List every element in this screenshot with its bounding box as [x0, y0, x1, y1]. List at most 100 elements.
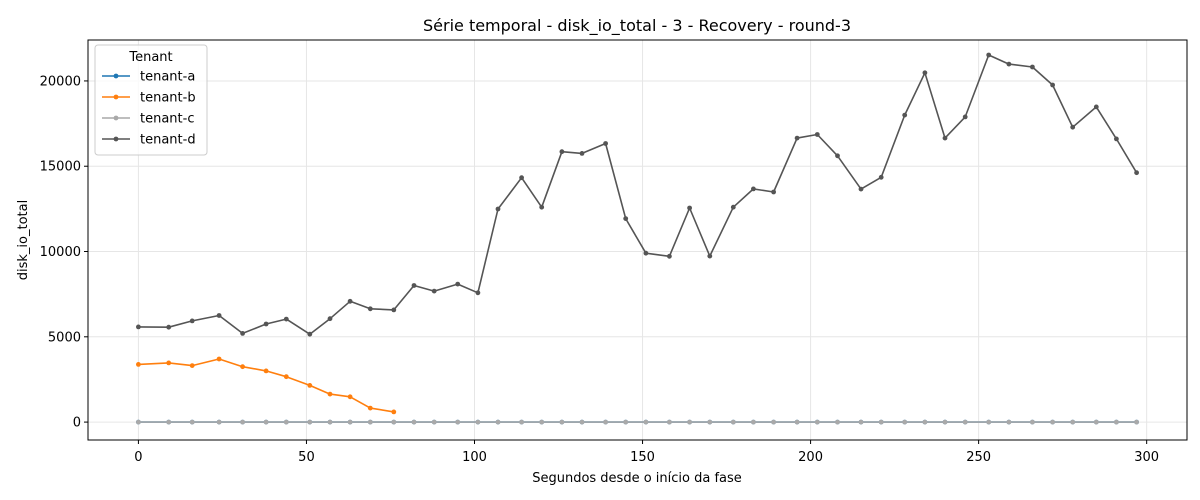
data-point-tenant-d: [327, 316, 333, 322]
data-point-tenant-d: [240, 331, 246, 336]
data-point-tenant-c: [835, 419, 840, 425]
data-point-tenant-d: [1093, 104, 1099, 110]
data-point-tenant-d: [559, 149, 565, 155]
data-point-tenant-d: [263, 321, 269, 327]
data-point-tenant-c: [1114, 419, 1119, 425]
data-point-tenant-d: [814, 132, 820, 137]
data-point-tenant-d: [1050, 82, 1055, 88]
data-point-tenant-d: [307, 331, 313, 337]
data-point-tenant-c: [539, 419, 545, 425]
series-group: [136, 52, 1139, 425]
data-point-tenant-c: [240, 419, 246, 425]
data-point-tenant-d: [986, 52, 992, 58]
legend-label: tenant-d: [140, 133, 196, 148]
data-point-tenant-d: [902, 112, 908, 118]
data-point-tenant-c: [136, 419, 141, 425]
data-point-tenant-c: [751, 419, 756, 425]
data-point-tenant-d: [687, 205, 692, 211]
data-point-tenant-c: [327, 419, 333, 425]
data-point-tenant-c: [1006, 419, 1012, 425]
legend-label: tenant-c: [140, 112, 194, 127]
data-point-tenant-c: [431, 419, 437, 425]
data-point-tenant-b: [327, 391, 333, 397]
data-point-tenant-d: [922, 70, 928, 76]
x-tick-label: 50: [298, 450, 315, 465]
data-point-tenant-c: [1050, 419, 1055, 425]
data-point-tenant-d: [962, 114, 968, 120]
data-point-tenant-d: [475, 290, 481, 296]
data-point-tenant-c: [307, 419, 313, 425]
data-point-tenant-c: [263, 419, 269, 425]
x-tick-label: 0: [134, 450, 142, 465]
data-point-tenant-c: [1093, 419, 1099, 425]
data-point-tenant-b: [166, 360, 172, 366]
data-point-tenant-d: [730, 204, 736, 210]
data-point-tenant-c: [1030, 419, 1035, 425]
data-point-tenant-b: [136, 362, 141, 367]
chart-title: Série temporal - disk_io_total - 3 - Rec…: [423, 16, 851, 36]
data-point-tenant-c: [391, 419, 397, 425]
legend-marker: [113, 73, 119, 79]
legend-title: Tenant: [128, 50, 172, 65]
data-point-tenant-c: [814, 419, 820, 425]
series-tenant-b: [136, 356, 397, 415]
data-point-tenant-b: [367, 405, 373, 411]
x-axis-label: Segundos desde o início da fase: [532, 471, 742, 486]
data-point-tenant-d: [1006, 61, 1012, 67]
legend: Tenant tenant-a tenant-b tenant-c tenant-d: [94, 44, 208, 156]
series-line-tenant-d: [138, 54, 1138, 336]
y-axis-label: disk_io_total: [16, 200, 31, 280]
legend-frame: [94, 44, 208, 156]
data-point-tenant-c: [283, 419, 289, 425]
data-point-tenant-c: [1070, 419, 1076, 425]
legend-label: tenant-a: [140, 70, 195, 85]
data-point-tenant-c: [603, 419, 608, 425]
legend-item-tenant-d: tenant-d: [102, 133, 196, 148]
data-point-tenant-d: [519, 175, 524, 181]
data-point-tenant-d: [455, 281, 461, 287]
y-tick-label: 0: [73, 416, 81, 431]
data-point-tenant-c: [878, 419, 884, 425]
x-tick-label: 150: [630, 450, 655, 465]
legend-label: tenant-b: [140, 91, 196, 106]
data-point-tenant-d: [391, 307, 397, 313]
data-point-tenant-d: [1134, 170, 1139, 176]
series-tenant-d: [136, 52, 1139, 337]
data-point-tenant-c: [475, 419, 481, 425]
data-point-tenant-d: [216, 313, 222, 318]
legend-marker: [113, 136, 119, 142]
data-point-tenant-b: [347, 394, 353, 400]
data-point-tenant-d: [539, 204, 545, 210]
data-point-tenant-c: [858, 419, 864, 425]
data-point-tenant-c: [730, 419, 736, 425]
legend-marker: [113, 94, 119, 100]
data-point-tenant-b: [283, 374, 289, 380]
data-point-tenant-b: [391, 409, 397, 415]
legend-item-tenant-a: tenant-a: [102, 70, 195, 85]
x-tick-label: 250: [966, 450, 991, 465]
plot-area: [87, 39, 1188, 441]
data-point-tenant-d: [136, 324, 141, 330]
x-tick-label: 100: [462, 450, 487, 465]
data-point-tenant-d: [878, 174, 884, 180]
data-point-tenant-d: [603, 141, 608, 146]
data-point-tenant-d: [771, 189, 776, 195]
data-point-tenant-b: [240, 364, 246, 370]
data-point-tenant-d: [411, 283, 417, 288]
data-point-tenant-b: [263, 368, 269, 374]
data-point-tenant-c: [643, 419, 649, 425]
data-point-tenant-c: [667, 419, 672, 425]
data-point-tenant-c: [771, 419, 776, 425]
legend-item-tenant-b: tenant-b: [102, 91, 196, 106]
data-point-tenant-c: [216, 419, 222, 425]
data-point-tenant-c: [922, 419, 928, 425]
data-point-tenant-c: [687, 419, 692, 425]
data-point-tenant-d: [189, 318, 195, 324]
y-tick-label: 15000: [40, 160, 81, 175]
y-tick-label: 10000: [40, 245, 81, 260]
data-point-tenant-c: [1134, 419, 1139, 425]
data-point-tenant-c: [367, 419, 373, 425]
data-point-tenant-d: [751, 186, 756, 192]
data-point-tenant-d: [495, 206, 501, 212]
data-point-tenant-d: [431, 288, 437, 294]
